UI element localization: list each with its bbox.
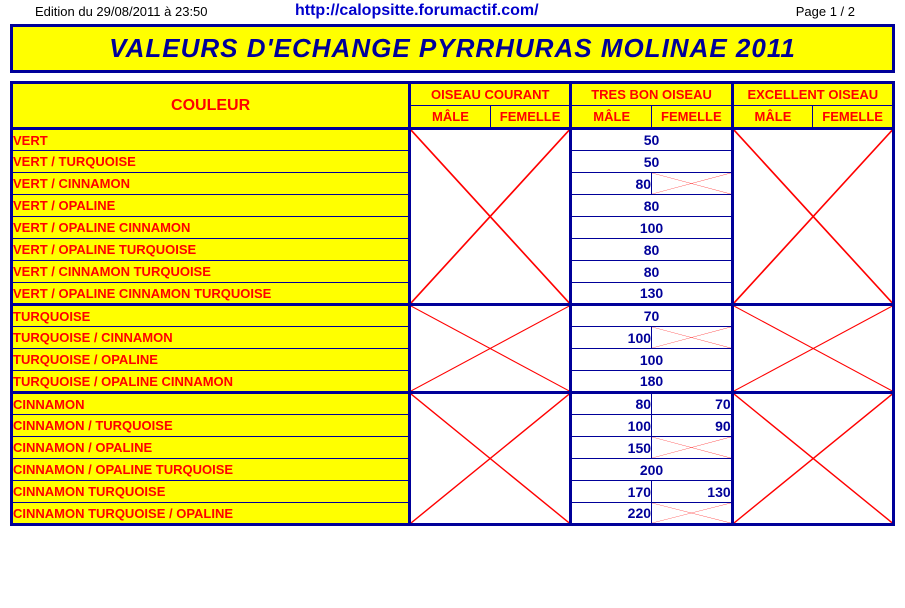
row-label: CINNAMON / OPALINE TURQUOISE <box>12 459 410 481</box>
col-sub-femelle-1: FEMELLE <box>652 106 733 129</box>
male-value: 200 <box>571 459 732 481</box>
male-value: 80 <box>571 173 652 195</box>
male-value: 50 <box>571 151 732 173</box>
row-label: VERT / CINNAMON <box>12 173 410 195</box>
male-value: 150 <box>571 437 652 459</box>
male-value: 100 <box>571 327 652 349</box>
group-courant-x <box>410 393 571 525</box>
male-value: 220 <box>571 503 652 525</box>
femelle-value <box>652 327 733 349</box>
col-header-group-1: TRES BON OISEAU <box>571 83 732 106</box>
femelle-value <box>652 503 733 525</box>
col-sub-femelle-0: FEMELLE <box>490 106 571 129</box>
male-value: 50 <box>571 129 732 151</box>
male-value: 80 <box>571 393 652 415</box>
male-value: 100 <box>571 349 732 371</box>
col-header-group-2: EXCELLENT OISEAU <box>732 83 893 106</box>
edition-text: Edition du 29/08/2011 à 23:50 <box>35 4 295 19</box>
femelle-value <box>652 437 733 459</box>
col-sub-male-2: MÂLE <box>732 106 813 129</box>
title-banner: VALEURS D'ECHANGE PYRRHURAS MOLINAE 2011 <box>10 24 895 73</box>
row-label: CINNAMON TURQUOISE <box>12 481 410 503</box>
femelle-value <box>652 173 733 195</box>
row-label: VERT / OPALINE <box>12 195 410 217</box>
femelle-value: 130 <box>652 481 733 503</box>
male-value: 80 <box>571 195 732 217</box>
source-url: http://calopsitte.forumactif.com/ <box>295 2 796 20</box>
row-label: TURQUOISE / CINNAMON <box>12 327 410 349</box>
male-value: 180 <box>571 371 732 393</box>
male-value: 70 <box>571 305 732 327</box>
group-excellent-x <box>732 129 893 305</box>
row-label: VERT / OPALINE TURQUOISE <box>12 239 410 261</box>
male-value: 100 <box>571 217 732 239</box>
row-label: VERT / TURQUOISE <box>12 151 410 173</box>
group-courant-x <box>410 129 571 305</box>
col-sub-male-0: MÂLE <box>410 106 491 129</box>
group-courant-x <box>410 305 571 393</box>
row-label: VERT <box>12 129 410 151</box>
femelle-value: 70 <box>652 393 733 415</box>
group-excellent-x <box>732 305 893 393</box>
femelle-value: 90 <box>652 415 733 437</box>
row-label: TURQUOISE / OPALINE <box>12 349 410 371</box>
row-label: CINNAMON / OPALINE <box>12 437 410 459</box>
col-sub-femelle-2: FEMELLE <box>813 106 894 129</box>
male-value: 170 <box>571 481 652 503</box>
group-excellent-x <box>732 393 893 525</box>
top-bar: Edition du 29/08/2011 à 23:50 http://cal… <box>0 0 905 22</box>
pricing-table: COULEUR OISEAU COURANT TRES BON OISEAU E… <box>10 81 895 526</box>
col-sub-male-1: MÂLE <box>571 106 652 129</box>
row-label: CINNAMON <box>12 393 410 415</box>
male-value: 80 <box>571 239 732 261</box>
male-value: 80 <box>571 261 732 283</box>
row-label: TURQUOISE <box>12 305 410 327</box>
row-label: VERT / OPALINE CINNAMON TURQUOISE <box>12 283 410 305</box>
col-header-couleur: COULEUR <box>12 83 410 129</box>
male-value: 130 <box>571 283 732 305</box>
row-label: TURQUOISE / OPALINE CINNAMON <box>12 371 410 393</box>
title-text: VALEURS D'ECHANGE PYRRHURAS MOLINAE 2011 <box>109 33 796 63</box>
row-label: CINNAMON TURQUOISE / OPALINE <box>12 503 410 525</box>
row-label: VERT / CINNAMON TURQUOISE <box>12 261 410 283</box>
page-indicator: Page 1 / 2 <box>796 4 895 19</box>
row-label: CINNAMON / TURQUOISE <box>12 415 410 437</box>
male-value: 100 <box>571 415 652 437</box>
col-header-group-0: OISEAU COURANT <box>410 83 571 106</box>
row-label: VERT / OPALINE CINNAMON <box>12 217 410 239</box>
